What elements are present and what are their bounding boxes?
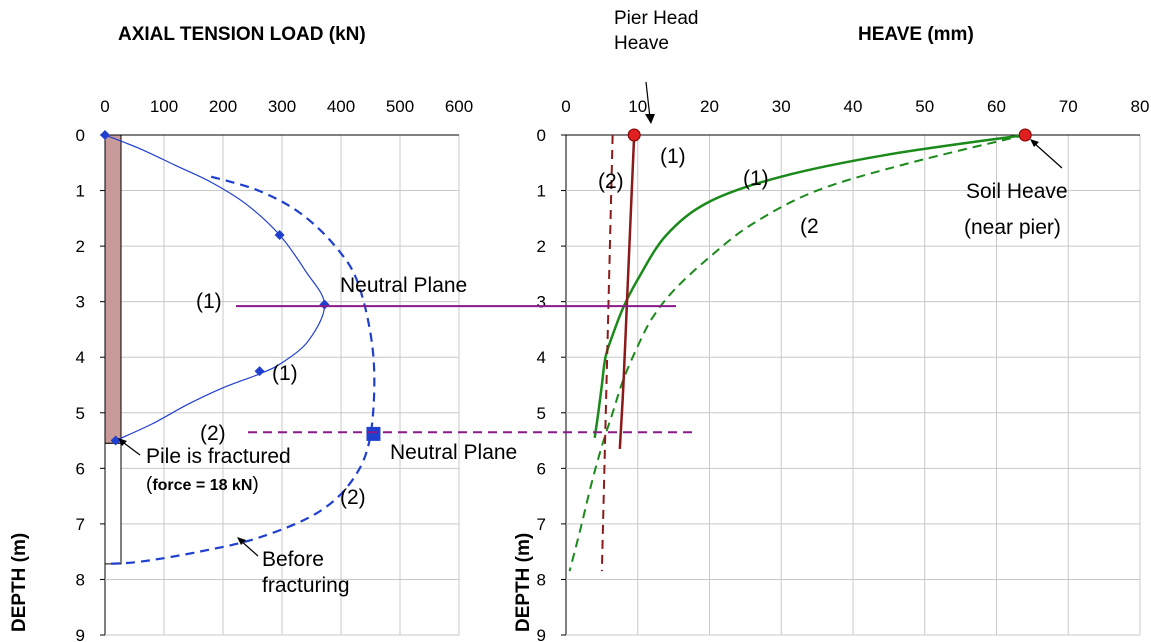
y-tick-label: 0 <box>537 126 546 145</box>
y-tick-label: 2 <box>76 237 85 256</box>
y-tick-label: 9 <box>537 626 546 642</box>
soil-heave-arrowhead <box>1030 139 1039 147</box>
x-tick-label: 0 <box>561 97 570 116</box>
x-tick-label: 10 <box>628 97 647 116</box>
x-tick-label: 300 <box>268 97 296 116</box>
load-chart-title: AXIAL TENSION LOAD (kN) <box>118 24 366 45</box>
x-tick-label: 20 <box>700 97 719 116</box>
x-tick-label: 80 <box>1131 97 1150 116</box>
y-tick-label: 8 <box>537 570 546 589</box>
y-tick-label: 7 <box>76 515 85 534</box>
before-arrowhead <box>237 537 246 545</box>
series-line <box>104 134 326 442</box>
y-tick-label: 1 <box>76 182 85 201</box>
soil-heave-label: Soil Heave <box>966 180 1068 203</box>
x-tick-label: 200 <box>209 97 237 116</box>
force-value: force = 18 kN <box>152 477 252 494</box>
pile-fractured-arrowhead <box>118 438 127 446</box>
y-tick-label: 7 <box>537 515 546 534</box>
data-point-diamond <box>319 299 330 310</box>
heave-annotations: Pier Head Heave (1) (2) (1) (2 Soil Heav… <box>390 8 1068 464</box>
data-point-diamond <box>100 130 110 140</box>
x-tick-label: 500 <box>386 97 414 116</box>
y-tick-label: 6 <box>76 459 85 478</box>
neutral-plane-label-2: Neutral Plane <box>390 441 517 464</box>
neutral-plane-label-1: Neutral Plane <box>340 274 467 297</box>
x-tick-label: 100 <box>150 97 178 116</box>
y-tick-label: 4 <box>76 348 85 367</box>
label-1-neutral: (1) <box>196 290 222 313</box>
load-series <box>104 134 376 565</box>
y-tick-label: 5 <box>76 404 85 423</box>
series-line <box>593 133 1026 438</box>
heave-series <box>568 133 1026 572</box>
x-tick-label: 50 <box>915 97 934 116</box>
label-1-lower: (1) <box>272 362 298 385</box>
data-point-circle <box>1018 128 1032 142</box>
x-tick-label: 400 <box>327 97 355 116</box>
soil-heave-arrow <box>1033 142 1063 169</box>
heave-chart: 0 10 20 30 40 50 60 70 80 0 1 2 3 4 5 6 7 8 9 HEAVE (mm) D… <box>513 24 1149 642</box>
heave-label: Heave <box>614 33 669 54</box>
y-tick-label: 8 <box>76 570 85 589</box>
load-y-axis-label: DEPTH (m) <box>9 533 30 632</box>
y-tick-label: 9 <box>76 626 85 642</box>
data-point-diamond <box>254 366 265 377</box>
load-markers <box>100 130 381 446</box>
x-tick-label: 600 <box>445 97 473 116</box>
y-tick-label: 2 <box>537 237 546 256</box>
heave-markers <box>627 128 1032 142</box>
x-tick-label: 70 <box>1059 97 1078 116</box>
data-point-circle <box>627 128 641 142</box>
pier-head-label: Pier Head <box>614 8 699 29</box>
y-tick-label: 4 <box>537 348 546 367</box>
pile-graphic <box>104 134 122 565</box>
pier-head-arrow <box>645 81 651 119</box>
label-2-neutral: (2) <box>200 422 226 445</box>
x-tick-label: 40 <box>844 97 863 116</box>
label-2-soil: (2 <box>800 215 819 238</box>
force-prefix: ( <box>146 474 153 495</box>
neutral-plane-lines <box>236 305 692 434</box>
series-line <box>600 134 614 572</box>
fracturing-label: fracturing <box>262 574 350 597</box>
force-suffix: ) <box>252 474 258 495</box>
load-ticks: 0 100 200 300 400 500 600 0 1 2 3 4 5 6 7 8 9 <box>76 97 474 642</box>
series-line <box>568 134 1026 572</box>
pile-intact <box>104 134 122 444</box>
pile-fractured-label: Pile is fractured <box>146 445 291 468</box>
heave-grid <box>561 134 1141 636</box>
heave-y-axis-label: DEPTH (m) <box>513 533 534 632</box>
series-line <box>104 175 376 565</box>
heave-chart-title: HEAVE (mm) <box>858 24 974 45</box>
y-tick-label: 0 <box>76 126 85 145</box>
y-tick-label: 6 <box>537 459 546 478</box>
data-point-square <box>366 426 381 441</box>
heave-ticks: 0 10 20 30 40 50 60 70 80 0 1 2 3 4 5 6 7 8 9 <box>537 97 1150 642</box>
data-point-diamond <box>274 230 285 240</box>
series-line <box>618 134 636 449</box>
x-tick-label: 60 <box>987 97 1006 116</box>
label-1-soil: (1) <box>743 167 769 190</box>
load-chart: 0 100 200 300 400 500 600 0 1 2 3 4 5 6 7 8 9 AXIAL TENS… <box>9 24 473 642</box>
load-grid <box>100 134 460 636</box>
label-2-lower: (2) <box>340 486 366 509</box>
y-tick-label: 3 <box>76 293 85 312</box>
load-annotations: Neutral Plane (1) (1) (2) (2) Pile is fr… <box>118 274 467 597</box>
y-tick-label: 1 <box>537 182 546 201</box>
pier-head-arrowhead <box>645 114 655 124</box>
force-label: (force = 18 kN) <box>146 474 259 495</box>
before-label: Before <box>262 548 324 571</box>
near-pier-label: (near pier) <box>964 216 1061 239</box>
pile-fractured <box>104 442 122 565</box>
y-tick-label: 5 <box>537 404 546 423</box>
x-tick-label: 30 <box>772 97 791 116</box>
label-1-pier: (1) <box>660 145 686 168</box>
x-tick-label: 0 <box>100 97 109 116</box>
label-2-pier: (2) <box>598 170 624 193</box>
y-tick-label: 3 <box>537 293 546 312</box>
